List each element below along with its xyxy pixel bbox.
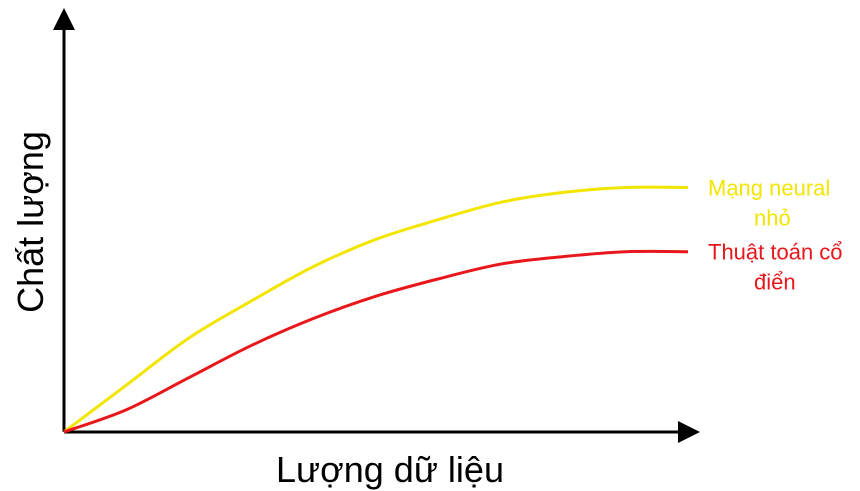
series-label-1-line-1: Mạng neural bbox=[708, 175, 830, 200]
series-layer bbox=[63, 185, 689, 434]
y-axis-arrow-icon bbox=[53, 8, 75, 30]
x-axis-arrow-icon bbox=[678, 421, 700, 443]
y-axis-label: Chất lượng bbox=[10, 131, 51, 313]
series-label-1-line-2: nhỏ bbox=[754, 205, 791, 230]
series-line-1 bbox=[63, 185, 689, 434]
series-label-2-line-1: Thuật toán cổ bbox=[708, 240, 843, 265]
series-labels: Mạng neural nhỏ Thuật toán cổ điển bbox=[708, 175, 843, 294]
x-axis-label: Lượng dữ liệu bbox=[276, 449, 504, 490]
series-line-2 bbox=[63, 249, 689, 434]
y-axis bbox=[53, 8, 75, 432]
x-axis bbox=[64, 421, 700, 443]
series-label-2: Thuật toán cổ điển bbox=[708, 240, 843, 295]
series-label-2-line-2: điển bbox=[754, 270, 796, 295]
series-label-1: Mạng neural nhỏ bbox=[708, 175, 830, 230]
